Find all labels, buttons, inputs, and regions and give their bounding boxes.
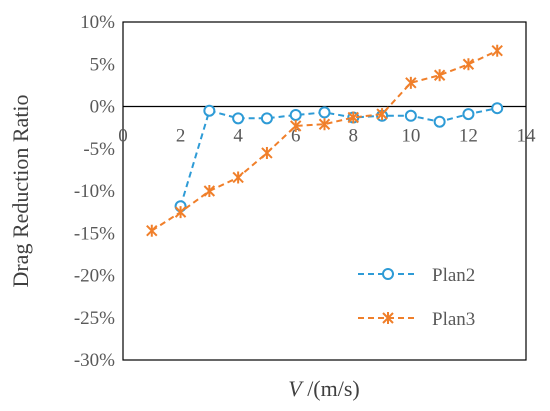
data-point-plan3	[347, 111, 359, 124]
y-tick-label: -10%	[74, 181, 115, 202]
y-tick-label: -15%	[74, 223, 115, 244]
data-point-plan2	[462, 108, 475, 121]
y-tick-label: -30%	[74, 350, 115, 371]
x-tick-label: 4	[233, 126, 243, 147]
data-point-plan3	[462, 58, 475, 71]
y-axis-tick-labels: 10% 5% 0% -5% -10% -15% -20% -25% -30%	[74, 12, 115, 371]
data-point-plan3	[433, 69, 446, 82]
data-point-plan3	[174, 206, 187, 219]
x-tick-label: 0	[118, 126, 128, 147]
legend-marker-plan3	[382, 312, 394, 324]
x-axis-title: V /(m/s)	[288, 376, 360, 401]
series-layer	[146, 44, 504, 237]
data-point-plan2	[318, 106, 331, 119]
data-point-plan2	[289, 108, 302, 121]
data-point-plan2	[404, 109, 417, 122]
x-tick-label: 14	[517, 126, 537, 147]
data-point-plan2	[260, 112, 273, 125]
legend-label-plan3: Plan3	[432, 309, 475, 330]
y-tick-label: 5%	[90, 54, 116, 75]
data-point-plan2	[232, 112, 245, 125]
x-tick-label: 2	[176, 126, 186, 147]
x-tick-label: 8	[349, 126, 359, 147]
data-point-plan2	[433, 115, 446, 128]
y-tick-label: 10%	[80, 12, 115, 33]
y-tick-label: 0%	[90, 97, 116, 118]
series-line-plan2	[179, 107, 498, 207]
series-line-plan3	[151, 49, 498, 232]
x-tick-label: 12	[459, 126, 478, 147]
data-point-plan3	[261, 146, 273, 159]
x-axis-unit: /(m/s)	[302, 376, 360, 401]
y-tick-label: -20%	[74, 266, 115, 287]
legend-marker-plan2	[382, 268, 394, 280]
x-axis-variable: V	[288, 376, 304, 401]
y-tick-label: -5%	[83, 139, 115, 160]
legend-label-plan2: Plan2	[432, 265, 475, 286]
data-point-plan2	[491, 102, 504, 115]
data-point-plan3	[290, 119, 302, 132]
data-point-plan3	[405, 76, 417, 89]
x-tick-label: 6	[291, 126, 301, 147]
plot-area-frame	[122, 21, 527, 361]
x-tick-label: 10	[401, 126, 420, 147]
y-axis-title: Drag Reduction Ratio	[8, 94, 33, 287]
data-point-plan2	[203, 104, 216, 117]
legend: Plan2 Plan3	[358, 265, 475, 330]
data-point-plan3	[491, 44, 503, 57]
data-point-plan3	[318, 118, 331, 131]
data-point-plan3	[146, 224, 158, 237]
y-tick-label: -25%	[74, 308, 115, 329]
data-point-plan3	[232, 171, 244, 184]
x-axis-tick-labels: 0 2 4 6 8 10 12 14	[118, 126, 536, 147]
data-point-plan3	[376, 108, 388, 121]
data-point-plan3	[203, 185, 216, 197]
